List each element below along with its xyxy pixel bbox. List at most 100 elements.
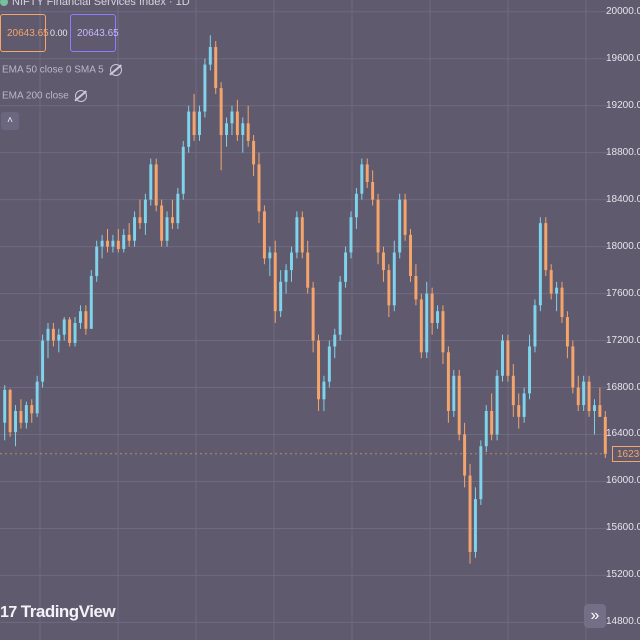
candle-down[interactable] <box>306 240 310 294</box>
candle-up[interactable] <box>484 405 488 453</box>
hide-indicator-icon[interactable] <box>74 90 87 102</box>
indicator-legend-ema50[interactable]: EMA 50 close 0 SMA 5 <box>2 64 122 76</box>
candle-down[interactable] <box>468 463 472 564</box>
candle-down[interactable] <box>371 170 375 206</box>
candle-up[interactable] <box>14 405 18 447</box>
candle-up[interactable] <box>344 246 348 288</box>
candle-up[interactable] <box>349 211 353 259</box>
candle-down[interactable] <box>262 205 266 265</box>
sell-price-button[interactable]: 20643.65 <box>0 14 49 52</box>
candle-down[interactable] <box>387 264 391 318</box>
candle-up[interactable] <box>122 228 126 253</box>
candle-down[interactable] <box>403 193 407 241</box>
candle-up[interactable] <box>57 328 61 353</box>
candle-down[interactable] <box>376 193 380 265</box>
candle-up[interactable] <box>473 487 477 558</box>
candle-up[interactable] <box>360 158 364 200</box>
candle-down[interactable] <box>517 393 521 429</box>
candle-down[interactable] <box>19 399 23 429</box>
candle-down[interactable] <box>598 387 602 417</box>
candle-up[interactable] <box>78 305 82 329</box>
candle-down[interactable] <box>311 281 315 353</box>
candle-up[interactable] <box>533 299 537 353</box>
hide-indicator-icon[interactable] <box>109 64 122 76</box>
candle-up[interactable] <box>398 193 402 259</box>
candle-up[interactable] <box>436 305 440 329</box>
candle-down[interactable] <box>106 228 109 253</box>
candle-up[interactable] <box>392 240 396 312</box>
candle-up[interactable] <box>279 270 283 318</box>
candle-down[interactable] <box>300 211 304 259</box>
candle-down[interactable] <box>576 375 580 412</box>
candle-up[interactable] <box>198 105 201 141</box>
candle-down[interactable] <box>317 334 321 412</box>
candle-up[interactable] <box>176 187 180 229</box>
candle-down[interactable] <box>365 158 369 188</box>
candle-up[interactable] <box>425 281 429 359</box>
candle-up[interactable] <box>479 440 483 505</box>
candle-down[interactable] <box>116 228 120 253</box>
candle-up[interactable] <box>111 234 115 253</box>
candle-up[interactable] <box>338 275 342 341</box>
candle-up[interactable] <box>592 399 596 435</box>
candle-up[interactable] <box>73 317 77 347</box>
candle-down[interactable] <box>235 99 239 141</box>
candle-up[interactable] <box>555 281 559 312</box>
candle-up[interactable] <box>230 105 234 136</box>
buy-price-button[interactable]: 20643.65 <box>70 14 119 52</box>
candle-up[interactable] <box>495 369 499 441</box>
candle-up[interactable] <box>522 387 526 423</box>
candle-up[interactable] <box>187 105 191 153</box>
candle-up[interactable] <box>24 401 28 429</box>
candle-up[interactable] <box>3 385 7 441</box>
candle-up[interactable] <box>62 317 66 341</box>
candle-up[interactable] <box>208 35 212 71</box>
candle-down[interactable] <box>506 334 510 382</box>
candle-down[interactable] <box>463 422 467 488</box>
candle-up[interactable] <box>225 117 229 147</box>
candle-down[interactable] <box>544 217 548 276</box>
candle-down[interactable] <box>490 393 494 441</box>
candle-up[interactable] <box>241 117 245 153</box>
candle-down[interactable] <box>127 223 131 247</box>
candle-down[interactable] <box>560 281 564 323</box>
candle-down[interactable] <box>8 388 12 437</box>
candle-down[interactable] <box>587 375 591 417</box>
candle-down[interactable] <box>30 399 34 423</box>
candle-up[interactable] <box>41 334 45 388</box>
candle-down[interactable] <box>549 264 553 300</box>
candle-down[interactable] <box>381 246 385 282</box>
candle-down[interactable] <box>565 311 569 359</box>
candle-up[interactable] <box>35 375 39 417</box>
candle-down[interactable] <box>457 369 461 441</box>
candle-down[interactable] <box>257 152 261 224</box>
candle-up[interactable] <box>582 375 586 412</box>
candle-down[interactable] <box>219 82 223 171</box>
candle-up[interactable] <box>268 246 272 276</box>
candle-up[interactable] <box>165 211 169 247</box>
candle-down[interactable] <box>170 199 174 229</box>
candle-down[interactable] <box>430 287 434 335</box>
candle-up[interactable] <box>322 375 326 412</box>
candle-down[interactable] <box>441 305 445 365</box>
candle-down[interactable] <box>214 41 218 94</box>
candle-up[interactable] <box>149 158 153 206</box>
candle-down[interactable] <box>273 240 277 323</box>
candle-up[interactable] <box>289 246 293 282</box>
candle-down[interactable] <box>192 93 196 141</box>
candle-up[interactable] <box>46 322 50 359</box>
candle-down[interactable] <box>138 199 142 229</box>
candle-up[interactable] <box>501 334 504 382</box>
candle-down[interactable] <box>84 305 88 335</box>
candle-down[interactable] <box>154 158 158 212</box>
candle-down[interactable] <box>571 340 575 394</box>
candle-up[interactable] <box>295 211 299 259</box>
candle-down[interactable] <box>409 228 412 282</box>
candle-up[interactable] <box>538 217 542 312</box>
scroll-to-realtime-button[interactable]: » <box>584 604 606 628</box>
candle-up[interactable] <box>327 340 331 388</box>
candle-up[interactable] <box>203 58 207 118</box>
candle-up[interactable] <box>528 334 532 400</box>
